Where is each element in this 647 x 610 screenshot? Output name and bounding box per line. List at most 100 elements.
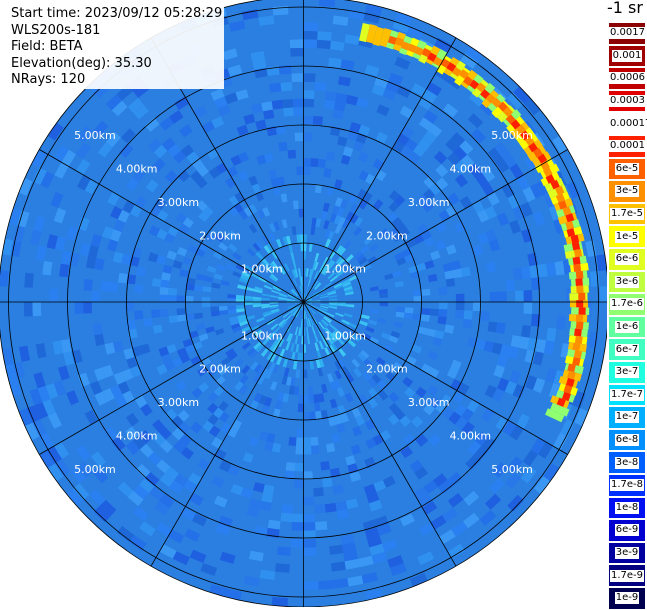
ppi-cell bbox=[288, 150, 296, 159]
start-time-text: Start time: 2023/09/12 05:28:29 bbox=[11, 6, 222, 23]
colorbar-level: 0.00017 bbox=[608, 112, 646, 135]
ppi-cell bbox=[413, 296, 422, 302]
ppi-cell bbox=[464, 310, 473, 319]
ppi-cell bbox=[300, 353, 303, 362]
ppi-cell bbox=[185, 296, 194, 302]
ppi-cell bbox=[480, 311, 489, 321]
ppi-cell bbox=[405, 307, 414, 313]
ppi-cell bbox=[293, 107, 303, 116]
ppi-cell bbox=[304, 22, 319, 31]
ppi-cell bbox=[292, 73, 304, 82]
elevation-text: Elevation(deg): 35.30 bbox=[11, 56, 222, 73]
ppi-cell bbox=[421, 314, 430, 321]
ppi-cell bbox=[316, 538, 329, 547]
ppi-cell bbox=[523, 290, 532, 302]
ppi-cell bbox=[313, 116, 323, 125]
colorbar-level-label: 0.0017 bbox=[609, 27, 646, 39]
range-label: 1.00km bbox=[241, 329, 283, 342]
ppi-cell bbox=[314, 504, 325, 513]
ppi-cell bbox=[573, 264, 581, 272]
ppi-cell bbox=[304, 133, 313, 142]
ppi-cell bbox=[160, 287, 169, 295]
ppi-cell bbox=[308, 386, 313, 395]
ppi-cell bbox=[572, 242, 580, 251]
ppi-cell bbox=[59, 264, 69, 278]
colorbar-level: 0.0001 bbox=[608, 135, 646, 158]
ppi-cell bbox=[498, 291, 507, 302]
colorbar-level: 3e-8 bbox=[608, 451, 646, 474]
range-label: 4.00km bbox=[450, 163, 492, 176]
ppi-cell bbox=[300, 226, 304, 235]
ppi-cell bbox=[134, 284, 143, 293]
ppi-cell bbox=[315, 82, 327, 91]
ppi-cell bbox=[298, 395, 303, 404]
ppi-cell bbox=[152, 278, 161, 287]
colorbar-level: 6e-6 bbox=[608, 248, 646, 271]
ppi-cell bbox=[194, 290, 203, 296]
ppi-cell bbox=[281, 504, 292, 513]
ppi-cell bbox=[576, 271, 584, 279]
ppi-cell bbox=[456, 302, 465, 310]
ppi-cell bbox=[438, 309, 447, 317]
colorbar-level: 1.7e-5 bbox=[608, 203, 646, 226]
ppi-cell bbox=[437, 316, 446, 324]
ppi-cell bbox=[523, 302, 532, 314]
colorbar-level-label: 0.0006 bbox=[609, 72, 646, 84]
range-label: 2.00km bbox=[199, 229, 241, 242]
ppi-cell bbox=[576, 300, 583, 307]
ppi-cell bbox=[177, 308, 186, 315]
scan-info-panel: Start time: 2023/09/12 05:28:29 WLS200s-… bbox=[9, 6, 224, 89]
ppi-cell bbox=[288, 14, 303, 23]
ppi-cell bbox=[315, 513, 327, 522]
ppi-cell bbox=[538, 264, 548, 278]
colorbar-level-label: 0.0001 bbox=[609, 140, 646, 152]
ppi-cell bbox=[75, 302, 84, 314]
ppi-cell bbox=[304, 598, 320, 607]
ppi-cell bbox=[210, 306, 219, 311]
colorbar-level: 1e-7 bbox=[608, 406, 646, 429]
ppi-cell bbox=[455, 310, 464, 319]
ppi-cell bbox=[283, 107, 294, 116]
ppi-cell bbox=[0, 270, 9, 286]
ppi-cell bbox=[296, 429, 303, 438]
ppi-cell bbox=[486, 261, 496, 272]
ppi-cell bbox=[318, 580, 333, 590]
range-label: 3.00km bbox=[408, 396, 450, 409]
ppi-cell bbox=[151, 310, 160, 318]
ppi-cell bbox=[272, 597, 288, 607]
ppi-cell bbox=[304, 48, 317, 57]
ppi-cell bbox=[490, 292, 499, 302]
ppi-cell bbox=[317, 40, 331, 50]
ppi-cell bbox=[298, 404, 304, 413]
colorbar-level-label: 0.00017 bbox=[609, 118, 647, 130]
ppi-cell bbox=[308, 395, 314, 404]
colorbar-level: 1e-6 bbox=[608, 316, 646, 339]
ppi-cell bbox=[288, 437, 296, 446]
ppi-cell bbox=[439, 302, 448, 310]
colorbar-level-label: 3e-7 bbox=[615, 366, 640, 378]
ppi-cell bbox=[100, 281, 109, 292]
ppi-cell bbox=[291, 539, 304, 548]
ppi-cell bbox=[304, 437, 312, 446]
ppi-cell bbox=[143, 318, 152, 327]
ppi-cell bbox=[318, 159, 326, 168]
colorbar-level-label: 0.0003 bbox=[609, 95, 646, 107]
colorbar-level: 1.7e-6 bbox=[608, 293, 646, 316]
ppi-cell bbox=[315, 521, 327, 530]
ppi-cell bbox=[136, 267, 146, 277]
ppi-cell bbox=[292, 514, 304, 523]
colorbar-level: 0.0017 bbox=[608, 22, 646, 45]
ppi-cell bbox=[304, 116, 314, 125]
colorbar-level-label: 1.7e-7 bbox=[610, 389, 644, 401]
ppi-cell bbox=[300, 234, 304, 243]
ppi-cell bbox=[325, 503, 337, 513]
ppi-cell bbox=[311, 158, 319, 167]
ppi-cell bbox=[236, 298, 245, 302]
ppi-cell bbox=[316, 419, 323, 428]
ppi-cell bbox=[304, 370, 308, 379]
ppi-cell bbox=[134, 310, 143, 319]
ppi-cell bbox=[58, 289, 67, 302]
ppi-cell bbox=[293, 99, 304, 108]
ppi-cell bbox=[521, 266, 531, 279]
range-label: 3.00km bbox=[158, 396, 200, 409]
